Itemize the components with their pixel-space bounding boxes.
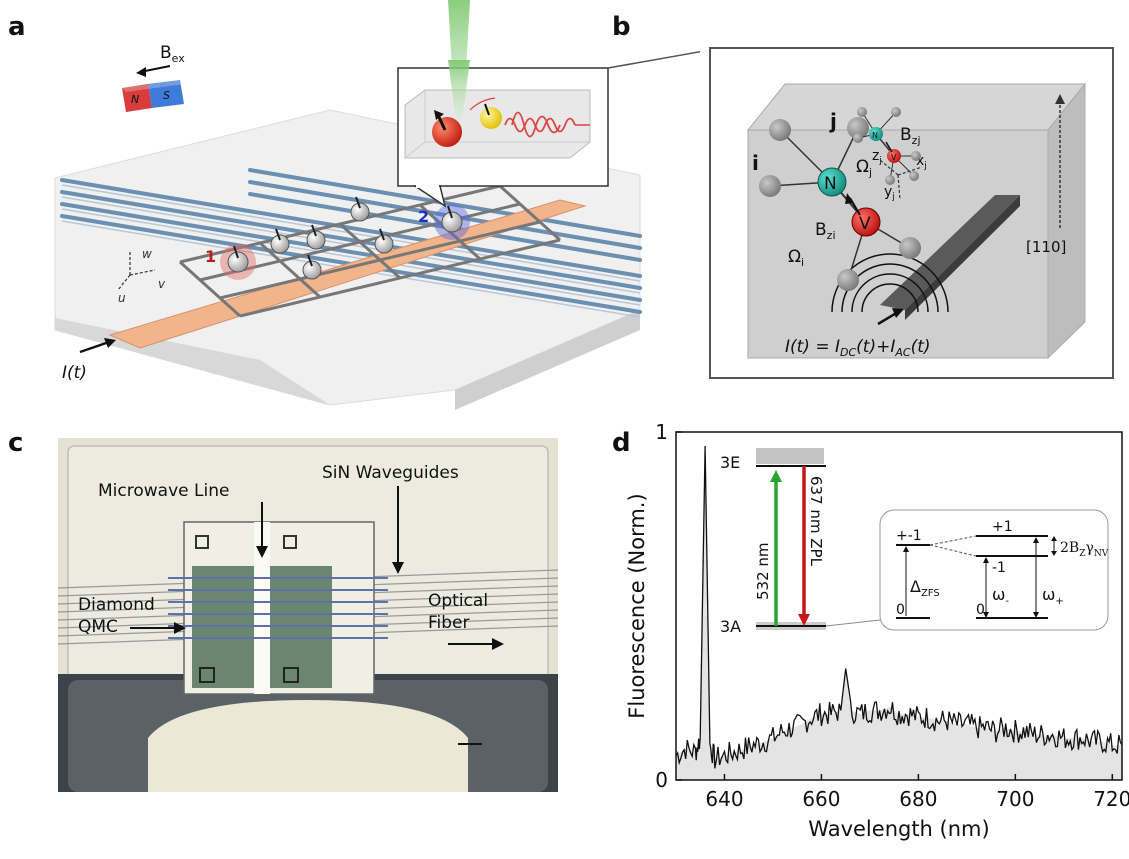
microwave-stripline — [108, 199, 587, 349]
panel-letter-c: c — [8, 428, 24, 458]
uvw-axes — [117, 250, 156, 291]
x-tick-label: 680 — [899, 787, 937, 811]
y-tick-label: 1 — [655, 420, 668, 444]
microwave-stripline-b — [880, 195, 1020, 310]
axis-w-label: w — [142, 247, 152, 261]
j-label: j — [829, 109, 837, 133]
qmc-label: QMC — [78, 617, 118, 637]
spin-1-label: 1 — [205, 247, 216, 266]
n-small-label: N — [872, 131, 878, 140]
x-tick-label: 720 — [1093, 787, 1129, 811]
zero-right-label: 0 — [976, 602, 985, 618]
bex-label: Bex — [160, 43, 185, 65]
i-label: i — [752, 151, 759, 175]
n-atom-label: N — [824, 174, 837, 194]
omega-i-label: Ωi — [788, 247, 804, 269]
panel-c-micrograph: Microwave Line SiN Waveguides Diamond QM… — [58, 438, 558, 792]
magnet-n-label: N — [131, 93, 139, 106]
nv-center-j: N V — [853, 107, 921, 185]
zoom-inset — [397, 51, 700, 208]
axis-x-label: xj — [916, 153, 927, 171]
x-tick-label: 700 — [996, 787, 1034, 811]
bzj-label: Bzj — [900, 125, 921, 147]
level-3a-label: 3A — [720, 617, 741, 636]
minus1-label: -1 — [992, 560, 1006, 576]
excitation-label: 532 nm — [754, 542, 772, 600]
current-equation: I(t) = IDC(t)+IAC(t) — [785, 337, 931, 359]
fluorescence-spectrum-chart: 3E 3A 532 nm 637 nm ZPL +-1 +1 -1 0 0 ΔZ… — [625, 420, 1129, 841]
panel-letter-a: a — [8, 12, 26, 42]
energy-level-inset: 3E 3A 532 nm 637 nm ZPL +-1 +1 -1 0 0 ΔZ… — [720, 448, 1109, 636]
bzi-label: Bzi — [815, 220, 836, 242]
omega-j-label: Ωj — [856, 157, 872, 179]
spin-array — [270, 202, 394, 280]
spectrum-fill — [676, 445, 1122, 780]
optical-label: Optical — [428, 591, 488, 611]
emission-label: 637 nm ZPL — [807, 476, 825, 567]
spin-2-label: 2 — [418, 207, 429, 226]
magnet: N S — [122, 80, 184, 112]
level-3e-label: 3E — [720, 453, 740, 472]
spectrum-line — [675, 445, 1123, 769]
pm1-label: +-1 — [896, 528, 922, 544]
membrane-grid — [178, 184, 562, 318]
v-atom-label: V — [859, 214, 871, 234]
zeeman-split-label: 2BZγNV — [1060, 540, 1109, 559]
x-tick-label: 660 — [802, 787, 840, 811]
panel-b-illustration: N V i Bzi Ωi xj zj yj N V j Bzj Ωj — [709, 47, 1114, 379]
sin-waveguides-label: SiN Waveguides — [322, 463, 459, 483]
panel-letter-b: b — [612, 12, 631, 42]
spin-1: 1 — [205, 244, 256, 280]
zero-left-label: 0 — [896, 602, 905, 618]
wplus-label: ω+ — [1042, 585, 1064, 607]
x-axis-label: Wavelength (nm) — [808, 817, 989, 841]
current-label-a: I(t) — [62, 363, 87, 383]
axis-z-label: zj — [872, 148, 882, 166]
plot-frame — [675, 431, 1123, 781]
nitrogen-atom-i — [817, 167, 847, 197]
axis-u-label: u — [118, 291, 126, 305]
panel-letter-d: d — [612, 428, 631, 458]
v-small-label: V — [891, 153, 897, 162]
y-axis-label: Fluorescence (Norm.) — [625, 493, 649, 718]
direction-label: [110] — [1026, 238, 1066, 256]
diamond-label: Diamond — [78, 595, 155, 615]
x-tick-label: 640 — [705, 787, 743, 811]
dzfs-label: ΔZFS — [910, 577, 940, 599]
y-tick-label: 0 — [655, 768, 668, 792]
spin-2: 2 — [418, 204, 470, 240]
axis-v-label: v — [158, 277, 166, 291]
magnet-s-label: S — [163, 89, 170, 102]
microwave-line-label: Microwave Line — [98, 481, 229, 501]
fiber-label: Fiber — [428, 613, 470, 633]
axis-y-label: yj — [884, 184, 895, 202]
wminus-label: ω- — [992, 585, 1009, 607]
panel-a-illustration: N S Bex 1 — [54, 0, 700, 410]
plus1-label: +1 — [992, 519, 1013, 535]
